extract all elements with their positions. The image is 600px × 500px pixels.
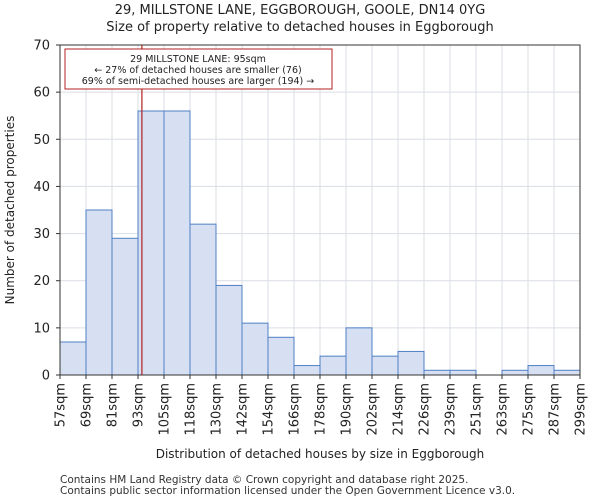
- bar: [215, 284, 243, 376]
- y-tick-labels: 0 10 20 30 40 50 60 70: [33, 39, 60, 384]
- y-tick-label: 60: [33, 86, 50, 101]
- bar: [163, 110, 191, 376]
- x-tick-label: 81sqm: [106, 383, 121, 427]
- annotation-line-1: 29 MILLSTONE LANE: 95sqm: [130, 54, 266, 65]
- bar: [189, 223, 217, 376]
- bar: [371, 355, 399, 376]
- bar: [85, 209, 113, 376]
- bar: [527, 365, 555, 376]
- x-axis-label: Distribution of detached houses by size …: [156, 447, 485, 461]
- footer-line-2: Contains public sector information licen…: [60, 485, 516, 497]
- bar: [293, 365, 321, 376]
- chart-title: 29, MILLSTONE LANE, EGGBOROUGH, GOOLE, D…: [114, 3, 486, 18]
- x-tick-label: 214sqm: [392, 383, 407, 436]
- x-tick-label: 105sqm: [158, 383, 173, 436]
- bar: [397, 350, 425, 376]
- annotation-frame: [64, 48, 333, 90]
- bar: [423, 369, 451, 376]
- annotation-box: 29 MILLSTONE LANE: 95sqm ← 27% of detach…: [64, 48, 333, 90]
- x-tick-labels: 57sqm 69sqm 81sqm 93sqm 105sqm 118sqm 130sqm 14…: [54, 375, 589, 436]
- x-tick-label: 178sqm: [314, 383, 329, 436]
- annotation-line-3: 69% of semi-detached houses are larger (…: [82, 76, 315, 87]
- x-tick-label: 287sqm: [548, 383, 563, 436]
- x-tick-label: 202sqm: [366, 383, 381, 436]
- bar: [111, 237, 139, 376]
- bar: [449, 369, 477, 376]
- y-tick-label: 10: [33, 321, 50, 336]
- y-tick-label: 20: [33, 274, 50, 289]
- chart-subtitle: Size of property relative to detached ho…: [106, 20, 494, 35]
- y-tick-label: 0: [42, 369, 50, 384]
- y-tick-label: 70: [33, 39, 50, 54]
- x-tick-label: 154sqm: [262, 383, 277, 436]
- bar: [501, 369, 529, 376]
- x-tick-label: 226sqm: [418, 383, 433, 436]
- y-tick-label: 30: [33, 227, 50, 242]
- y-tick-label: 40: [33, 180, 50, 195]
- bar: [553, 369, 581, 376]
- y-tick-label: 50: [33, 133, 50, 148]
- x-tick-label: 263sqm: [496, 383, 511, 436]
- x-tick-label: 275sqm: [522, 383, 537, 436]
- bar: [267, 336, 295, 376]
- x-tick-label: 251sqm: [470, 383, 485, 436]
- x-tick-label: 69sqm: [80, 383, 95, 427]
- annotation-line-2: ← 27% of detached houses are smaller (76…: [94, 65, 301, 76]
- x-tick-label: 130sqm: [210, 383, 225, 436]
- x-tick-label: 239sqm: [444, 383, 459, 436]
- x-tick-label: 93sqm: [132, 383, 147, 427]
- bar: [59, 341, 87, 376]
- x-tick-label: 142sqm: [236, 383, 251, 436]
- bar: [345, 327, 373, 376]
- x-tick-label: 57sqm: [54, 383, 69, 427]
- footer-line-1: Contains HM Land Registry data © Crown c…: [60, 474, 469, 486]
- y-axis-label: Number of detached properties: [3, 116, 17, 305]
- x-tick-label: 166sqm: [288, 383, 303, 436]
- x-tick-label: 190sqm: [340, 383, 355, 436]
- bar: [319, 355, 347, 376]
- x-tick-label: 299sqm: [574, 383, 589, 436]
- x-tick-label: 118sqm: [184, 383, 199, 436]
- bar: [241, 322, 269, 376]
